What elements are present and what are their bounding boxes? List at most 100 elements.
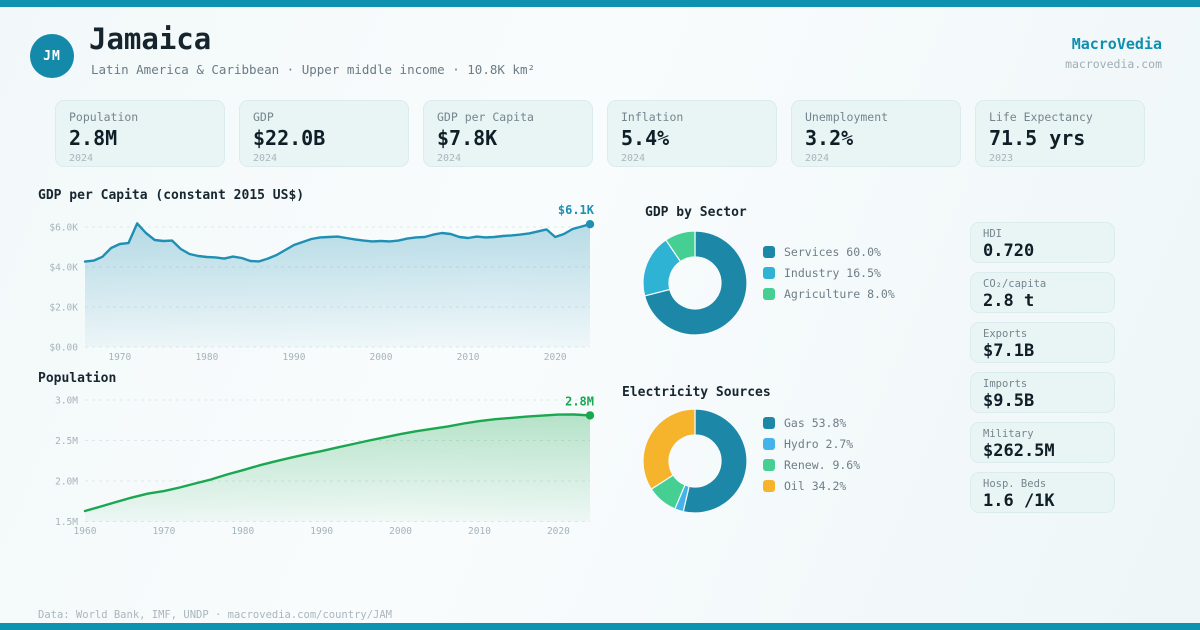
svg-text:2020: 2020 [547,526,570,537]
stat-card-year: 2023 [989,153,1014,164]
side-card-value: $262.5M [983,441,1055,461]
stat-cards-row: Population 2.8M 2024 GDP $22.0B 2024 GDP… [55,100,1145,167]
legend-label: Services 60.0% [784,245,881,259]
legend-item: Industry 16.5% [763,266,895,280]
country-code-badge: JM [30,34,74,78]
legend-swatch [763,417,775,429]
stat-card-year: 2024 [69,153,94,164]
svg-text:$6.0K: $6.0K [49,223,78,234]
electricity-sources-donut [642,408,748,514]
svg-text:1980: 1980 [195,352,218,363]
svg-text:1.5M: 1.5M [55,517,78,528]
svg-text:1960: 1960 [74,526,97,537]
svg-text:2.0M: 2.0M [55,477,78,488]
stat-card-value: 71.5 yrs [989,126,1086,150]
stat-card-label: GDP [253,110,274,124]
side-card-value: 0.720 [983,241,1035,261]
side-card-value: $7.1B [983,341,1035,361]
side-card-label: CO₂/capita [983,278,1047,290]
page-title: Jamaica [89,22,212,56]
electricity-sources-legend: Gas 53.8% Hydro 2.7% Renew. 9.6% Oil 34.… [763,416,860,500]
gdp-by-sector-donut [642,230,748,336]
legend-item: Oil 34.2% [763,479,860,493]
svg-text:1980: 1980 [231,526,254,537]
side-card: Exports $7.1B [970,322,1115,363]
legend-label: Oil 34.2% [784,479,847,493]
stat-card: Unemployment 3.2% 2024 [791,100,961,167]
stat-card: Life Expectancy 71.5 yrs 2023 [975,100,1145,167]
stat-card-value: 5.4% [621,126,670,150]
legend-label: Agriculture 8.0% [784,287,895,301]
side-card: Imports $9.5B [970,372,1115,413]
side-card-value: $9.5B [983,391,1035,411]
stat-card-value: 3.2% [805,126,854,150]
brand-site-url: macrovedia.com [1065,57,1162,71]
stat-card-label: GDP per Capita [437,110,534,124]
legend-item: Gas 53.8% [763,416,860,430]
side-card-label: HDI [983,228,1002,240]
legend-label: Gas 53.8% [784,416,847,430]
legend-swatch [763,246,775,258]
svg-text:1990: 1990 [283,352,306,363]
gdp-by-sector-legend: Services 60.0% Industry 16.5% Agricultur… [763,245,895,308]
side-indicator-cards: HDI 0.720 CO₂/capita 2.8 t Exports $7.1B… [970,222,1115,522]
bottom-accent-bar [0,623,1200,630]
stat-card: Inflation 5.4% 2024 [607,100,777,167]
svg-text:2020: 2020 [544,352,567,363]
legend-label: Renew. 9.6% [784,458,861,472]
gdp-per-capita-chart: $0.00 $2.0K $4.0K $6.0K 1970 1980 1990 2000 2010… [49,204,595,363]
stat-card-label: Unemployment [805,110,889,124]
stat-card: GDP $22.0B 2024 [239,100,409,167]
svg-text:2000: 2000 [370,352,393,363]
stat-card-year: 2024 [253,153,278,164]
svg-text:2000: 2000 [389,526,412,537]
svg-text:2.8M: 2.8M [565,394,594,408]
stat-card: GDP per Capita $7.8K 2024 [423,100,593,167]
svg-text:$2.0K: $2.0K [49,303,78,314]
side-card: Military $262.5M [970,422,1115,463]
svg-text:2010: 2010 [468,526,491,537]
svg-text:$6.1K: $6.1K [558,204,595,217]
stat-card-label: Inflation [621,110,684,124]
legend-swatch [763,438,775,450]
stat-card-value: $7.8K [437,126,498,150]
stat-card-year: 2024 [805,153,830,164]
side-card: HDI 0.720 [970,222,1115,263]
side-card: CO₂/capita 2.8 t [970,272,1115,313]
legend-swatch [763,267,775,279]
svg-text:1970: 1970 [152,526,175,537]
side-card-label: Hosp. Beds [983,478,1047,490]
side-card-value: 2.8 t [983,291,1035,311]
side-card-label: Military [983,428,1034,440]
svg-text:$0.00: $0.00 [49,343,78,354]
side-card: Hosp. Beds 1.6 /1K [970,472,1115,513]
legend-swatch [763,459,775,471]
legend-item: Services 60.0% [763,245,895,259]
stat-card: Population 2.8M 2024 [55,100,225,167]
legend-item: Renew. 9.6% [763,458,860,472]
legend-swatch [763,480,775,492]
stat-card-value: 2.8M [69,126,118,150]
brand-name: MacroVedia [1071,35,1162,53]
side-card-label: Imports [983,378,1028,390]
stat-card-year: 2024 [621,153,646,164]
legend-label: Industry 16.5% [784,266,881,280]
legend-item: Hydro 2.7% [763,437,860,451]
population-chart: 1.5M 2.0M 2.5M 3.0M 1960 1970 1980 1990 2000 2010… [55,394,595,537]
population-chart-title: Population [38,371,117,386]
svg-text:2010: 2010 [457,352,480,363]
legend-item: Agriculture 8.0% [763,287,895,301]
legend-swatch [763,288,775,300]
svg-text:2.5M: 2.5M [55,436,78,447]
electricity-sources-title: Electricity Sources [622,385,771,400]
gdp-by-sector-title: GDP by Sector [645,205,747,220]
svg-text:1990: 1990 [310,526,333,537]
data-sources-footer: Data: World Bank, IMF, UNDP · macrovedia… [38,609,393,621]
country-subtitle: Latin America & Caribbean · Upper middle… [91,62,536,77]
legend-label: Hydro 2.7% [784,437,854,451]
side-card-label: Exports [983,328,1028,340]
stat-card-year: 2024 [437,153,462,164]
svg-text:$4.0K: $4.0K [49,263,78,274]
side-card-value: 1.6 /1K [983,491,1055,511]
